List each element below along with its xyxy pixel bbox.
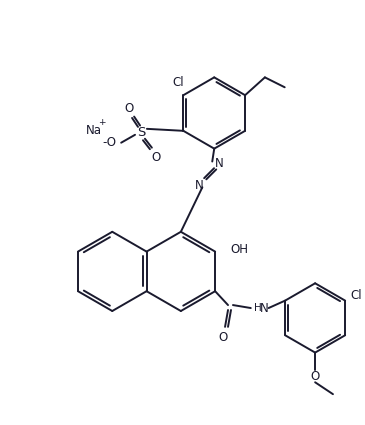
Text: O: O [124, 102, 134, 115]
Text: N: N [260, 301, 269, 314]
Text: Cl: Cl [350, 289, 362, 302]
Text: OH: OH [230, 243, 248, 256]
Text: H: H [254, 303, 262, 313]
Text: O: O [311, 370, 320, 383]
Text: +: + [97, 119, 105, 128]
Text: N: N [195, 179, 204, 192]
Text: Cl: Cl [173, 76, 184, 89]
Text: Na: Na [85, 125, 101, 137]
Text: O: O [218, 331, 228, 344]
Text: S: S [137, 126, 145, 139]
Text: O: O [151, 151, 161, 164]
Text: -O: -O [102, 136, 116, 149]
Text: N: N [215, 157, 223, 170]
